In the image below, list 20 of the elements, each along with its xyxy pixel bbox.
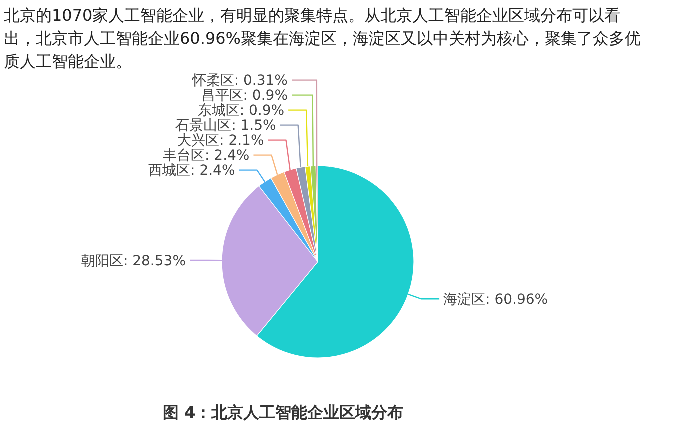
- data-label: : 1.5%: [232, 118, 276, 134]
- slice-label: 怀柔区: [191, 73, 234, 90]
- data-label: : 2.1%: [220, 133, 264, 150]
- slice-label: 石景山区: [176, 118, 232, 134]
- slice-label: 西城区: [148, 163, 191, 180]
- chart-subtitle: 北京的1070家人工智能企业，有明显的聚集特点。从北京人工智能企业区域分布可以看出，北京市人工智能企业60.96%聚集在海淀区，海淀区又以中关村为核心，聚集了众多优质人工智能企业。: [4, 5, 642, 73]
- data-label: : 2.4%: [190, 163, 236, 180]
- data-label: : 0.9%: [243, 88, 288, 104]
- slice-label: 海淀区: [444, 292, 486, 308]
- slice-label: 东城区: [198, 103, 240, 120]
- data-label: : 2.4%: [204, 148, 250, 164]
- data-label: : 28.53%: [123, 253, 186, 270]
- data-label: : 0.9%: [240, 103, 285, 120]
- slice-label: 大兴区: [178, 133, 220, 150]
- slice-label: 朝阳区: [81, 253, 124, 270]
- slice-label: 丰台区: [162, 148, 205, 164]
- data-label: : 0.31%: [234, 73, 288, 90]
- text: 图 4：北京人工智能企业区域分布: [163, 403, 404, 422]
- data-label: : 60.96%: [486, 292, 548, 308]
- slice-label: 昌平区: [201, 88, 244, 104]
